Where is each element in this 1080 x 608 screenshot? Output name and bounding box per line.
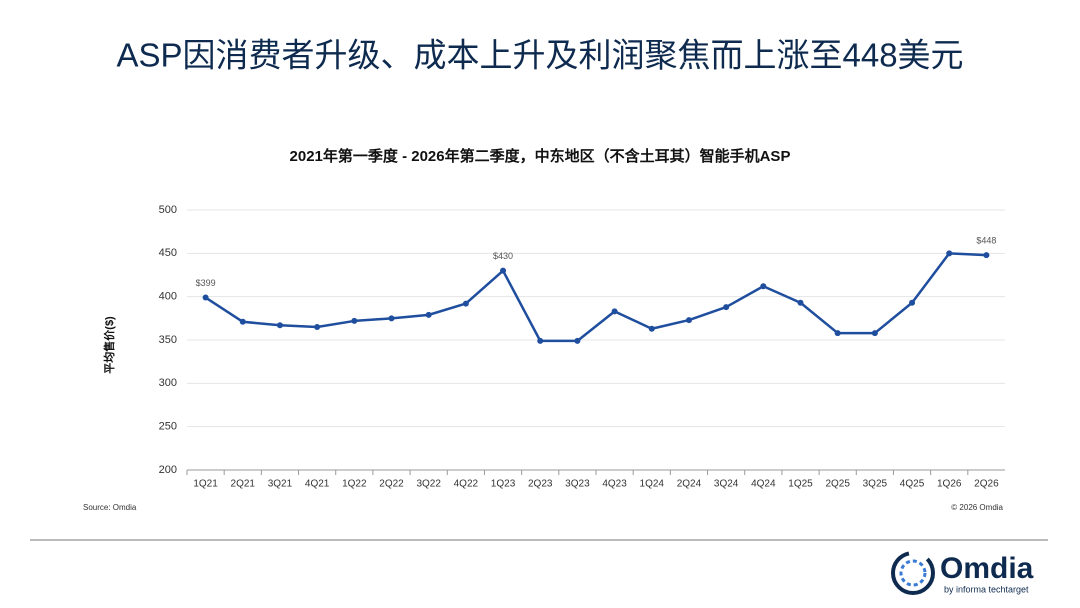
data-point: [574, 337, 581, 344]
data-point: [760, 283, 767, 290]
logo-tagline: by informa techtarget: [944, 584, 1029, 594]
data-point: [425, 311, 432, 318]
data-point: [202, 294, 209, 301]
x-tick-label: 1Q22: [342, 479, 367, 490]
y-tick-label: 400: [159, 291, 177, 303]
data-point: [983, 252, 990, 259]
x-tick-label: 2Q21: [231, 479, 256, 490]
data-point: [351, 317, 358, 324]
data-point: [909, 299, 916, 306]
y-tick-label: 450: [159, 247, 177, 259]
data-point: [388, 315, 395, 322]
data-point: [537, 337, 544, 344]
data-point: [239, 318, 246, 325]
slide-title: ASP因消费者升级、成本上升及利润聚焦而上涨至448美元: [116, 37, 963, 74]
data-point: [462, 300, 469, 307]
x-tick-label: 2Q25: [825, 479, 850, 490]
x-tick-label: 3Q23: [565, 479, 590, 490]
copyright: © 2026 Omdia: [951, 503, 1003, 512]
x-tick-label: 4Q22: [454, 479, 479, 490]
y-axis-label: 平均售价($): [102, 316, 116, 374]
x-tick-label: 3Q21: [268, 479, 293, 490]
data-point: [500, 267, 507, 274]
series-line: [204, 252, 987, 343]
x-tick-label: 1Q25: [788, 479, 813, 490]
x-tick-label: 1Q26: [937, 479, 962, 490]
data-point: [797, 299, 804, 306]
x-tick-label: 1Q24: [640, 479, 665, 490]
logo-text: Omdia: [940, 552, 1034, 585]
data-label: $399: [196, 278, 216, 288]
x-tick-label: 2Q22: [379, 479, 404, 490]
x-tick-label: 3Q24: [714, 479, 739, 490]
y-tick-label: 500: [159, 204, 177, 216]
y-tick-label: 200: [159, 464, 177, 476]
chart-title: 2021年第一季度 - 2026年第二季度，中东地区（不含土耳其）智能手机ASP: [290, 147, 791, 165]
x-tick-label: 2Q23: [528, 479, 553, 490]
data-point: [834, 330, 841, 337]
data-point: [685, 317, 692, 324]
y-tick-label: 250: [159, 421, 177, 433]
data-point: [276, 322, 283, 329]
data-point: [611, 308, 618, 315]
x-tick-label: 4Q21: [305, 479, 330, 490]
x-tick-label: 1Q23: [491, 479, 516, 490]
data-point: [723, 304, 730, 311]
x-tick-label: 2Q24: [677, 479, 702, 490]
x-tick-label: 4Q23: [602, 479, 627, 490]
data-label: $430: [493, 251, 513, 261]
x-tick-label: 4Q25: [900, 479, 925, 490]
data-point: [871, 330, 878, 337]
y-tick-label: 350: [159, 334, 177, 346]
y-tick-label: 300: [159, 377, 177, 389]
x-tick-label: 3Q25: [863, 479, 888, 490]
data-point: [946, 250, 953, 257]
x-tick-label: 3Q22: [416, 479, 441, 490]
data-point: [648, 325, 655, 332]
x-tick-label: 4Q24: [751, 479, 776, 490]
data-label: $448: [976, 235, 996, 245]
data-point: [314, 324, 321, 330]
logo-icon: [891, 551, 935, 595]
source: Source: Omdia: [83, 503, 137, 512]
x-tick-label: 2Q26: [974, 479, 999, 490]
x-tick-label: 1Q21: [193, 479, 218, 490]
